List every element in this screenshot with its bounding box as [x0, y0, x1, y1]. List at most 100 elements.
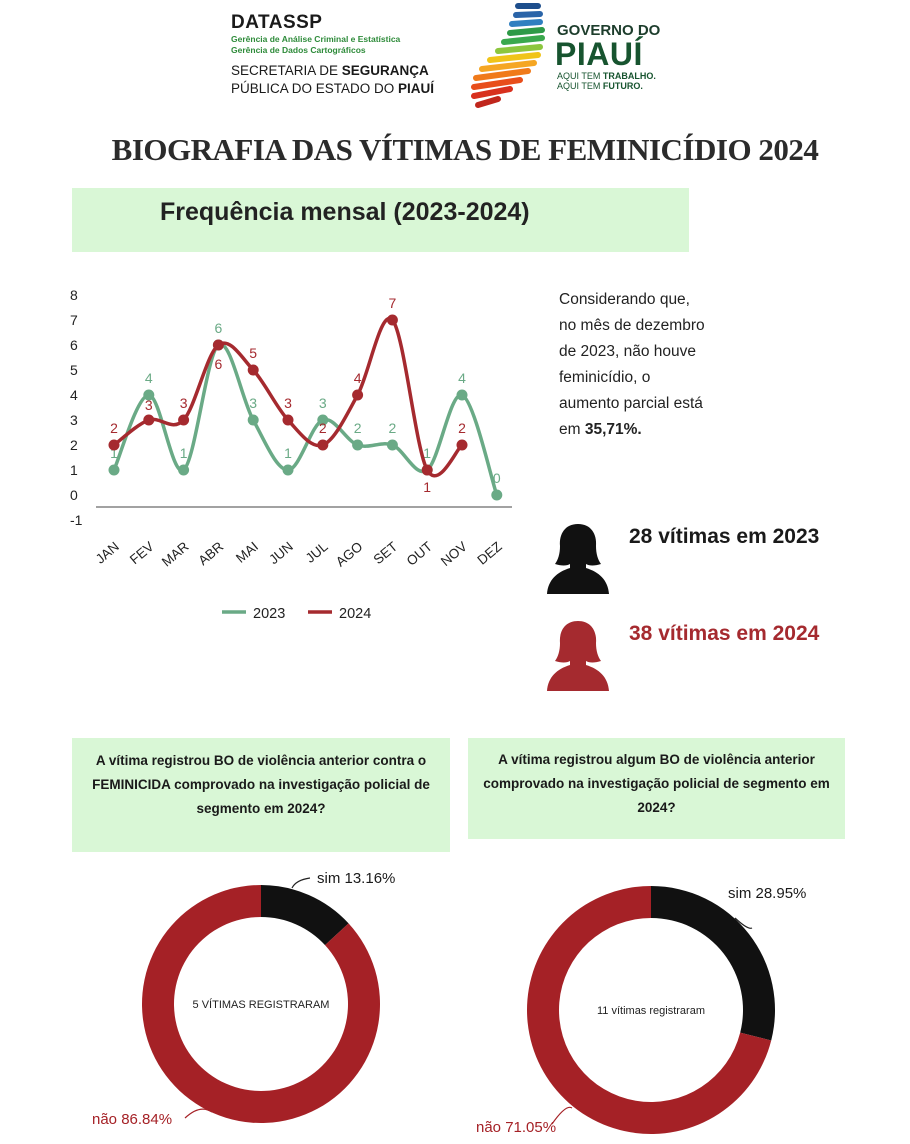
x-tick-label: NOV [438, 539, 470, 569]
chart-title: Frequência mensal (2023-2024) [160, 198, 530, 226]
y-tick-label: -1 [70, 512, 83, 528]
data-label-2024: 2 [319, 420, 327, 436]
donut-center-label: 11 vítimas registraram [597, 1005, 705, 1017]
data-point-2024 [247, 364, 259, 376]
donut-leader-nao [184, 1108, 213, 1119]
data-label-2024: 6 [215, 356, 223, 372]
x-tick-label: JUN [266, 539, 296, 567]
victims-2024-label: 38 vítimas em 2024 [629, 622, 820, 645]
y-tick-label: 4 [70, 387, 78, 403]
data-point-2023 [282, 464, 294, 476]
x-tick-label: MAI [233, 539, 261, 566]
data-label-2024: 3 [180, 395, 188, 411]
piaui-logo-icon [471, 3, 545, 108]
line-chart: -1 0 1 2 3 4 5 6 7 8 JAN FEV MAR ABR MAI JUN JUL AGO SET OU… [70, 287, 512, 622]
data-label-2023: 2 [389, 420, 397, 436]
data-label-2024: 5 [249, 345, 257, 361]
data-point-2023 [386, 439, 398, 451]
data-label-2023: 4 [458, 370, 466, 386]
x-tick-label: JUL [303, 538, 331, 565]
donut-leader-sim [291, 877, 311, 889]
x-tick-label: SET [371, 539, 401, 567]
data-label-2024: 3 [145, 397, 153, 413]
data-label-2024: 7 [389, 295, 397, 311]
data-label-2023: 3 [319, 395, 327, 411]
donut-label-nao: não 86.84% [92, 1111, 172, 1128]
data-label-2023: 1 [423, 445, 431, 461]
donut-leader-sim [734, 917, 753, 929]
donut-center-label: 5 VÍTIMAS REGISTRARAM [193, 998, 330, 1011]
donut-leader-nao [551, 1106, 573, 1125]
org-subtitle-2: Gerência de Dados Cartográficos [231, 45, 366, 55]
donut-chart-1: 5 VÍTIMAS REGISTRARAM sim 13.16% não 86.84… [92, 870, 395, 1128]
donut-chart-2: 11 vítimas registraram sim 28.95% não 71.0… [476, 885, 806, 1136]
x-tick-label: ABR [195, 539, 226, 568]
data-label-2023: 0 [493, 470, 501, 486]
data-point-2023 [352, 439, 364, 451]
donut-slice-sim [651, 886, 775, 1041]
y-tick-label: 3 [70, 412, 78, 428]
page-title: BIOGRAFIA DAS VÍTIMAS DE FEMINICÍDIO 202… [111, 132, 819, 167]
data-point-2024 [421, 464, 433, 476]
data-point-2024 [317, 439, 329, 451]
data-label-2023: 1 [180, 445, 188, 461]
question-2-text: A vítima registrou algum BO de violência… [483, 752, 830, 815]
data-label-2023: 1 [110, 445, 118, 461]
gov-slogan-1: AQUI TEM TRABALHO. [557, 71, 656, 81]
x-tick-label: MAR [159, 539, 192, 570]
data-label-2023: 1 [284, 445, 292, 461]
data-point-2023 [247, 414, 259, 426]
data-label-2024: 4 [354, 370, 362, 386]
gov-line-1: GOVERNO DO [557, 22, 661, 39]
data-point-2023 [491, 489, 503, 501]
org-name: DATASSP [231, 12, 323, 33]
donut-label-sim: sim 13.16% [317, 870, 395, 887]
secretaria-line-1: SECRETARIA DE SEGURANÇA [231, 63, 429, 78]
data-label-2023: 3 [249, 395, 257, 411]
data-point-2023 [178, 464, 190, 476]
question-1-text: A vítima registrou BO de violência anter… [92, 753, 430, 816]
data-point-2024 [178, 414, 190, 426]
y-tick-label: 6 [70, 337, 78, 353]
x-tick-label: AGO [333, 539, 366, 570]
legend-label-2023: 2023 [253, 606, 285, 622]
x-tick-label: OUT [404, 539, 435, 569]
data-point-2023 [143, 389, 155, 401]
data-label-2024: 2 [458, 420, 466, 436]
x-tick-label: DEZ [474, 539, 504, 568]
x-tick-label: FEV [127, 539, 157, 567]
question-1-panel: A vítima registrou BO de violência anter… [72, 738, 450, 852]
donut-label-sim: sim 28.95% [728, 885, 806, 902]
y-tick-label: 5 [70, 362, 78, 378]
data-label-2024: 2 [110, 420, 118, 436]
legend-label-2024: 2024 [339, 606, 371, 622]
victims-2023-label: 28 vítimas em 2023 [629, 525, 820, 548]
data-point-2024 [212, 339, 224, 351]
data-label-2023: 2 [354, 420, 362, 436]
data-label-2023: 6 [215, 320, 223, 336]
x-tick-label: JAN [93, 539, 122, 567]
data-point-2023 [456, 389, 468, 401]
y-tick-label: 7 [70, 312, 78, 328]
data-point-2024 [456, 439, 468, 451]
data-point-2023 [317, 414, 329, 426]
chart-title-panel [72, 188, 689, 252]
data-label-2023: 4 [145, 370, 153, 386]
woman-silhouette-icon [547, 621, 609, 691]
data-point-2024 [108, 439, 120, 451]
data-point-2024 [282, 414, 294, 426]
gov-line-2: PIAUÍ [555, 36, 643, 72]
secretaria-line-2: PÚBLICA DO ESTADO DO PIAUÍ [231, 81, 435, 96]
org-subtitle-1: Gerência de Análise Criminal e Estatísti… [231, 34, 401, 44]
increase-note: Considerando que, no mês de dezembro de … [559, 291, 705, 438]
question-2-panel: A vítima registrou algum BO de violência… [468, 738, 845, 839]
gov-slogan-2: AQUI TEM FUTURO. [557, 81, 643, 91]
y-tick-label: 8 [70, 287, 78, 303]
woman-silhouette-icon [547, 524, 609, 594]
y-tick-label: 1 [70, 462, 78, 478]
donut-slice-sim [261, 885, 349, 946]
data-point-2023 [108, 464, 120, 476]
donut-label-nao: não 71.05% [476, 1119, 556, 1136]
y-tick-label: 0 [70, 487, 78, 503]
y-tick-label: 2 [70, 437, 78, 453]
